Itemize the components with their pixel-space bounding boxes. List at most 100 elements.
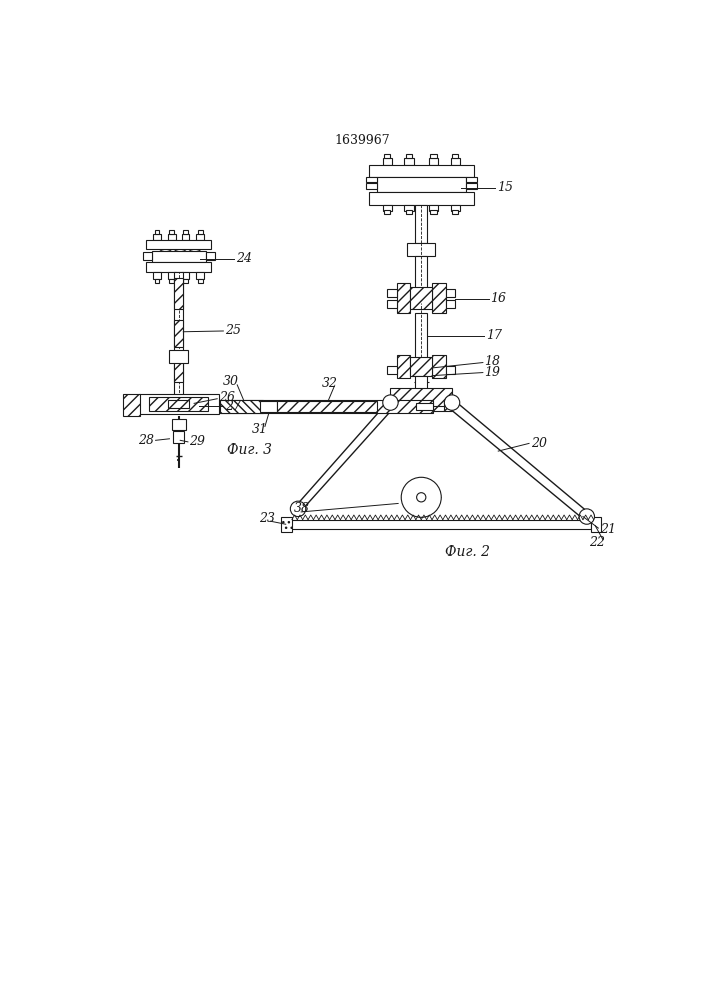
Bar (366, 183, 377, 189)
Bar (182, 272, 189, 279)
Bar (387, 300, 397, 308)
Bar (221, 400, 433, 413)
Text: 22: 22 (589, 536, 604, 549)
Text: 16: 16 (491, 292, 506, 305)
Bar (369, 165, 474, 177)
Bar (153, 272, 161, 279)
Bar (183, 230, 188, 234)
Bar (432, 283, 446, 312)
Bar (174, 278, 183, 309)
Bar (387, 366, 397, 374)
Bar (281, 517, 292, 532)
Bar (404, 205, 414, 211)
Bar (416, 403, 433, 410)
Text: Фиг. 3: Фиг. 3 (227, 443, 272, 457)
Text: 31: 31 (252, 423, 269, 436)
Bar (387, 289, 397, 297)
Text: 21: 21 (600, 523, 616, 536)
Text: 25: 25 (225, 324, 241, 337)
Bar (206, 252, 215, 260)
Bar (407, 243, 435, 256)
Bar (155, 279, 160, 283)
Bar (197, 272, 204, 279)
Text: 23: 23 (259, 512, 276, 525)
Bar (397, 355, 411, 378)
Bar (174, 320, 183, 347)
Bar (155, 230, 160, 234)
Bar (429, 205, 438, 211)
Text: 30: 30 (223, 375, 239, 388)
Bar (170, 279, 174, 283)
Bar (182, 234, 189, 240)
Bar (466, 177, 477, 182)
Bar (415, 256, 428, 303)
Bar (153, 234, 161, 240)
Bar (172, 419, 186, 430)
Bar (173, 431, 184, 443)
Bar (390, 388, 452, 411)
Text: 38: 38 (293, 502, 310, 515)
Polygon shape (298, 397, 394, 514)
Bar (198, 230, 203, 234)
Bar (139, 394, 218, 414)
Bar (452, 154, 458, 158)
Bar (450, 205, 460, 211)
Bar (183, 279, 188, 283)
Bar (152, 251, 206, 262)
Text: 17: 17 (486, 329, 502, 342)
Bar (260, 401, 277, 412)
Bar (385, 154, 390, 158)
Text: 1639967: 1639967 (335, 134, 390, 147)
Bar (411, 357, 432, 376)
Bar (146, 262, 211, 272)
Bar (415, 376, 428, 399)
Bar (382, 205, 392, 211)
Bar (452, 210, 458, 214)
Text: 29: 29 (189, 435, 206, 448)
Circle shape (579, 509, 595, 524)
Text: 26: 26 (218, 391, 235, 404)
Bar (450, 158, 460, 165)
Bar (123, 394, 140, 416)
Bar (429, 158, 438, 165)
Polygon shape (449, 397, 587, 522)
Bar (431, 154, 437, 158)
Bar (277, 401, 378, 412)
Bar (382, 158, 392, 165)
Text: 20: 20 (530, 437, 547, 450)
Bar (197, 234, 204, 240)
Bar (369, 192, 474, 205)
Bar (143, 252, 152, 260)
Text: 32: 32 (322, 377, 338, 390)
Bar (291, 520, 590, 529)
Circle shape (291, 501, 305, 517)
Bar (174, 360, 183, 382)
Text: 19: 19 (484, 366, 501, 379)
Circle shape (382, 395, 398, 410)
Bar (404, 158, 414, 165)
Bar (149, 397, 208, 411)
Text: Фиг. 2: Фиг. 2 (445, 545, 490, 559)
Bar (198, 279, 203, 283)
Bar (168, 272, 175, 279)
Bar (590, 517, 602, 532)
Bar (221, 400, 262, 413)
Text: 15: 15 (497, 181, 513, 194)
Bar (415, 205, 428, 243)
Text: 27: 27 (225, 400, 241, 413)
Text: 24: 24 (235, 252, 252, 265)
Bar (385, 210, 390, 214)
Bar (168, 400, 189, 408)
Circle shape (402, 477, 441, 517)
Bar (446, 366, 455, 374)
Text: 28: 28 (139, 434, 154, 447)
Bar (174, 272, 183, 397)
Bar (415, 312, 428, 366)
Circle shape (444, 395, 460, 410)
Bar (146, 240, 211, 249)
Bar (168, 234, 175, 240)
Bar (411, 287, 432, 309)
Bar (446, 300, 455, 308)
Bar (170, 230, 174, 234)
Bar (406, 210, 412, 214)
